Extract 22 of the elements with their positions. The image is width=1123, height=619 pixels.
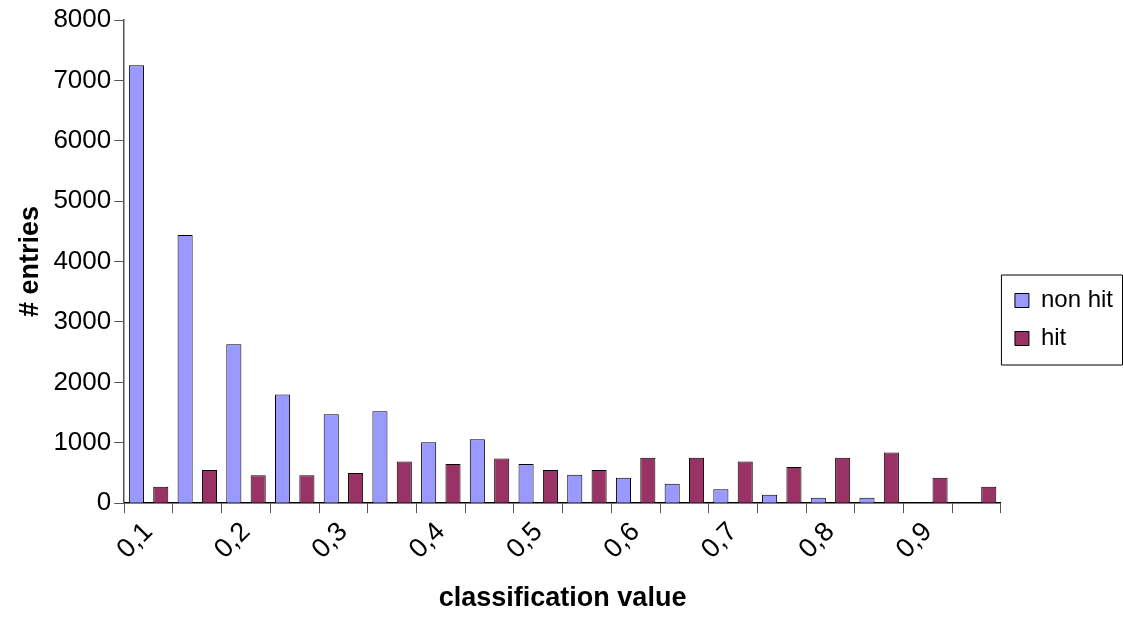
x-tick-label: 0,7 bbox=[694, 515, 743, 564]
legend-label: hit bbox=[1040, 323, 1067, 351]
x-axis-title: classification value bbox=[438, 582, 687, 613]
y-tick-label: 5000 bbox=[53, 184, 112, 215]
y-tick-label: 4000 bbox=[53, 244, 112, 275]
x-tick-label: 0,2 bbox=[207, 515, 256, 564]
y-tick-label: 7000 bbox=[53, 63, 112, 94]
y-tick-label: 1000 bbox=[53, 425, 112, 456]
y-tick-label: 3000 bbox=[53, 305, 112, 336]
x-tick-label: 0,9 bbox=[889, 515, 938, 564]
x-tick-label: 0,1 bbox=[110, 515, 159, 564]
legend-label: non hit bbox=[1040, 285, 1114, 313]
x-tick-label: 0,8 bbox=[792, 515, 840, 564]
x-tick-label: 0,3 bbox=[305, 515, 353, 564]
y-tick-label: 0 bbox=[96, 486, 112, 517]
y-tick-label: 8000 bbox=[53, 3, 112, 34]
y-tick-label: 2000 bbox=[53, 365, 112, 396]
x-tick-label: 0,4 bbox=[402, 515, 451, 564]
y-tick-label: 6000 bbox=[53, 123, 112, 154]
x-tick-label: 0,5 bbox=[499, 515, 548, 564]
x-tick-label: 0,6 bbox=[597, 515, 646, 564]
y-axis-title: # entries bbox=[13, 206, 44, 318]
